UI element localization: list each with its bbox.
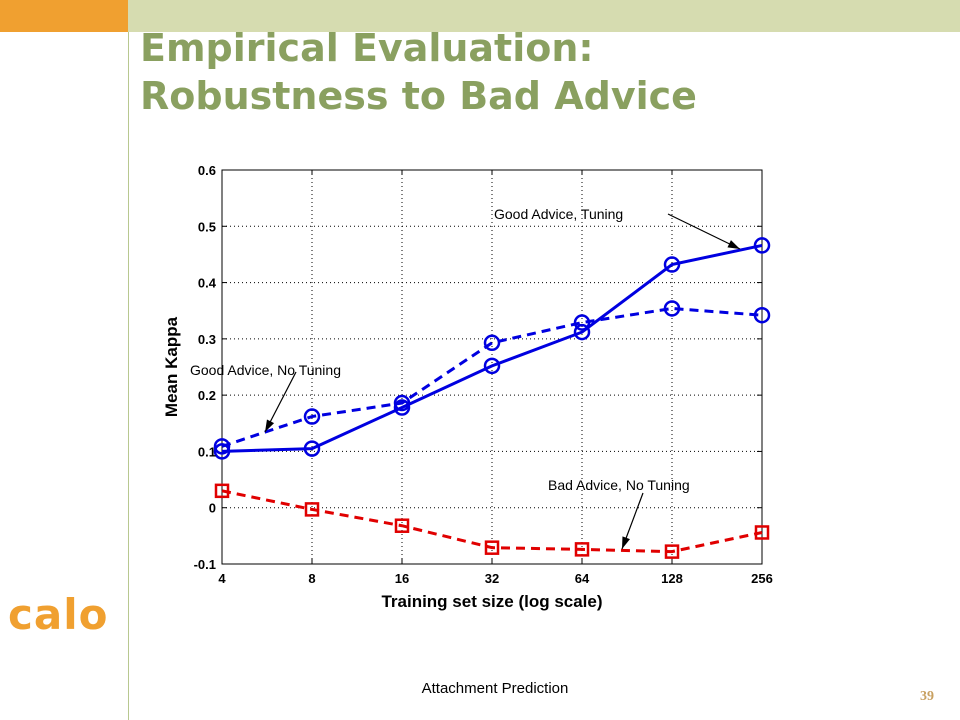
slide-title: Empirical Evaluation: Robustness to Bad … — [140, 24, 940, 120]
data-point-square — [394, 518, 410, 533]
data-point-square — [304, 502, 320, 517]
annotation-arrowhead — [622, 536, 630, 549]
x-tick-label: 4 — [218, 571, 226, 586]
annotation-arrowhead — [265, 419, 275, 432]
y-tick-label: 0.6 — [198, 163, 216, 178]
tick-labels: 4 8 16 32 64 128 256 -0.1 0 0.1 0.2 0.3 0.4 0.5 0.6 — [194, 163, 773, 586]
data-point-circle — [213, 443, 231, 460]
y-tick-label: 0.2 — [198, 388, 216, 403]
data-point-square — [214, 483, 230, 499]
data-point-circle — [573, 323, 591, 341]
x-tick-label: 8 — [308, 571, 315, 586]
series-group — [213, 237, 771, 559]
data-point-circle — [483, 334, 501, 352]
x-axis-label: Training set size (log scale) — [381, 592, 602, 611]
y-tick-label: 0.5 — [198, 219, 216, 234]
x-tick-label: 64 — [575, 571, 590, 586]
series-line-2 — [221, 306, 763, 448]
data-point-circle — [663, 300, 681, 317]
y-tick-label: 0.3 — [198, 332, 216, 347]
page-number: 39 — [920, 689, 934, 704]
annotations: Good Advice, Tuning Good Advice, No Tunin… — [190, 206, 741, 550]
series-line-1 — [221, 243, 763, 453]
data-point-circle — [573, 314, 591, 331]
annotation-label: Good Advice, Tuning — [494, 206, 623, 222]
data-point-circle — [753, 306, 771, 324]
y-tick-label: 0 — [209, 501, 216, 516]
data-point-circle — [483, 357, 501, 375]
data-point-square — [484, 540, 500, 555]
annotation-label: Good Advice, No Tuning — [190, 362, 341, 378]
y-tick-label: 0.4 — [198, 276, 217, 291]
data-point-square — [574, 542, 590, 557]
y-axis-label: Mean Kappa — [162, 316, 181, 417]
series-line-3 — [221, 489, 763, 554]
data-point-circle — [303, 440, 321, 457]
data-point-circle — [663, 256, 681, 273]
top-accent-block — [0, 0, 128, 32]
data-point-circle — [393, 399, 411, 416]
data-point-circle — [393, 394, 411, 412]
x-tick-label: 32 — [485, 571, 499, 586]
annotation-label: Bad Advice, No Tuning — [548, 477, 690, 493]
top-banner — [128, 0, 960, 32]
y-tick-label: -0.1 — [194, 557, 216, 572]
annotation-arrow-line — [667, 213, 741, 250]
left-divider — [128, 32, 129, 720]
annotation-arrowhead — [727, 240, 740, 249]
calo-logo: calo — [8, 590, 109, 639]
data-point-circle — [213, 438, 231, 455]
y-tick-label: 0.1 — [198, 444, 216, 459]
slide-title-line-1: Empirical Evaluation: — [140, 26, 594, 70]
x-tick-label: 256 — [751, 571, 773, 586]
x-tick-label: 16 — [395, 571, 409, 586]
data-point-square — [664, 544, 680, 559]
footer-caption: Attachment Prediction — [421, 680, 569, 697]
data-point-circle — [303, 408, 321, 425]
slide-title-line-2: Robustness to Bad Advice — [140, 74, 697, 118]
data-point-circle — [753, 237, 771, 254]
data-point-square — [754, 525, 770, 540]
x-tick-label: 128 — [661, 571, 683, 586]
